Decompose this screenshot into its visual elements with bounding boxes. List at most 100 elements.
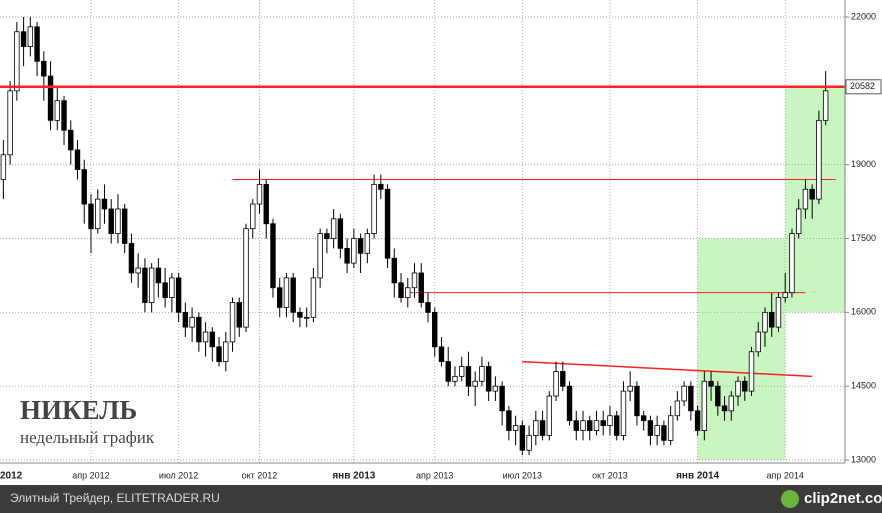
candle-body (223, 341, 229, 362)
candle-body (277, 287, 283, 308)
candle-body (580, 420, 586, 431)
candle-body (115, 208, 121, 234)
candle-body (0, 154, 7, 180)
candle-body (202, 331, 209, 343)
candle-body (499, 385, 505, 412)
candle-body (74, 149, 81, 170)
candle-body (533, 420, 539, 436)
candle-body (216, 346, 222, 362)
candle-body (54, 100, 60, 121)
candle-body (694, 410, 701, 431)
candle-body (425, 302, 431, 313)
candle-body (209, 331, 216, 348)
candle-body (101, 198, 108, 210)
candle-body (7, 90, 13, 156)
candle-body (634, 385, 640, 417)
candle-body (47, 75, 54, 121)
candle-body (539, 420, 546, 436)
x-tick-label: окт 2013 (592, 470, 628, 480)
candle-body (27, 26, 34, 47)
candle-body (108, 208, 114, 234)
candle-body (715, 385, 721, 407)
candle-body (229, 302, 236, 343)
candle-body (88, 203, 94, 230)
candle-body (708, 380, 714, 387)
candle-body (121, 208, 128, 244)
candle-body (593, 420, 600, 431)
candle-body (182, 311, 189, 328)
candle-body (310, 277, 317, 318)
candle-body (620, 390, 627, 436)
candle-body (701, 380, 708, 431)
footer-bar (0, 485, 882, 513)
candle-body (512, 425, 519, 431)
last-price-label: 20582 (850, 81, 875, 91)
candle-body (250, 203, 256, 230)
candle-body (674, 400, 681, 417)
candle-body (472, 380, 478, 387)
candle-body (169, 277, 175, 298)
candle-body (405, 287, 411, 298)
candle-body (20, 31, 27, 47)
candle-body (795, 208, 802, 234)
candle-body (418, 272, 424, 303)
candle-body (769, 311, 775, 328)
candle-body (553, 371, 559, 397)
candle-body (364, 233, 371, 254)
candle-body (68, 129, 74, 151)
x-tick-label: апр 2013 (416, 470, 453, 480)
candle-body (506, 410, 512, 431)
candle-body (465, 366, 472, 387)
candle-body (236, 302, 242, 328)
candle-body (81, 169, 87, 205)
candle-body (297, 311, 303, 318)
candle-body (128, 243, 135, 274)
candle-body (34, 26, 40, 62)
candle-body (688, 385, 694, 412)
candle-body (654, 425, 660, 436)
candle-body (560, 371, 566, 387)
last-price-box (845, 79, 882, 95)
candle-body (802, 188, 809, 210)
candle-body (742, 380, 748, 392)
footer-text: Элитный Трейдер, ELITETRADER.RU (10, 491, 220, 505)
candle-body (452, 375, 458, 382)
candle-body (95, 198, 101, 230)
candle-body (627, 385, 633, 392)
candle-body (432, 311, 438, 348)
candle-body (600, 420, 606, 426)
x-tick-label: янв 2014 (676, 471, 719, 482)
x-tick-label: окт 2012 (242, 470, 278, 480)
candle-body (762, 311, 768, 333)
candle-body (411, 272, 418, 289)
y-tick-label: 22000 (851, 11, 876, 21)
candle-body (735, 380, 741, 397)
candle-body (789, 233, 795, 294)
candle-body (479, 366, 485, 382)
candle-body (438, 346, 445, 362)
candle-body (41, 60, 47, 77)
x-tick-label: июл 2012 (159, 470, 198, 480)
x-tick-label: янв 2013 (332, 471, 375, 482)
candle-body (721, 405, 728, 412)
candle-body (809, 188, 815, 200)
y-tick-label: 16000 (851, 307, 876, 317)
y-tick-label: 13000 (851, 454, 876, 464)
candle-body (283, 277, 290, 308)
candle-body (189, 316, 195, 328)
candle-body (607, 415, 613, 426)
candle-body (135, 267, 141, 274)
candle-body (391, 257, 397, 284)
candle-body (485, 366, 492, 392)
candle-body (337, 218, 344, 249)
candle-body (14, 31, 20, 92)
candle-body (816, 119, 822, 200)
candle-body (681, 385, 687, 402)
candle-body (61, 100, 67, 131)
candle-body (728, 395, 734, 412)
candle-body (445, 361, 451, 382)
candle-body (566, 385, 573, 422)
y-tick-label: 19000 (851, 159, 876, 169)
candle-body (492, 385, 499, 392)
